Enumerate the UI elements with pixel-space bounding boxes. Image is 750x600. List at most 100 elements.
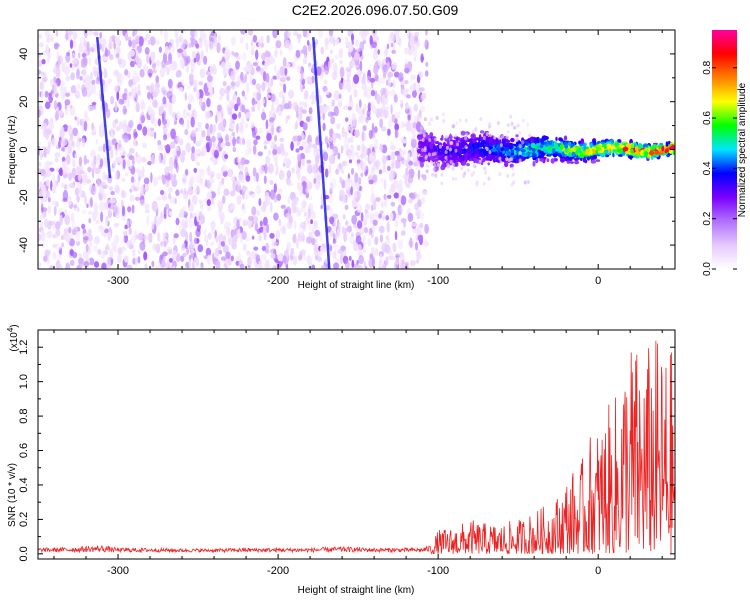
- noise-cell: [238, 174, 244, 179]
- noise-cell: [425, 169, 429, 174]
- noise-cell: [179, 138, 184, 146]
- noise-cell: [182, 108, 187, 119]
- noise-cell: [107, 231, 112, 241]
- noise-cell: [38, 33, 43, 40]
- noise-cell: [382, 163, 386, 173]
- noise-cell: [144, 263, 148, 269]
- noise-cell: [315, 38, 318, 45]
- noise-cell: [425, 61, 429, 67]
- y-scale-prefix: (x10: [9, 332, 20, 352]
- noise-cell: [487, 176, 491, 181]
- noise-cell: [211, 223, 216, 234]
- noise-cell: [218, 243, 222, 250]
- noise-cell: [471, 129, 475, 134]
- noise-cell: [76, 240, 81, 246]
- noise-cell: [283, 103, 290, 110]
- noise-cell: [168, 156, 174, 168]
- noise-cell: [220, 142, 226, 148]
- signal-cell: [597, 152, 604, 155]
- noise-cell: [207, 254, 211, 265]
- noise-cell: [203, 235, 209, 243]
- noise-cell: [362, 218, 368, 226]
- noise-cell: [313, 220, 318, 230]
- x-tick-label: -300: [107, 275, 129, 287]
- noise-cell: [203, 55, 208, 65]
- noise-cell: [44, 90, 49, 98]
- noise-cell: [269, 201, 273, 213]
- noise-cell: [493, 135, 497, 140]
- noise-cell: [506, 173, 510, 178]
- noise-cell: [46, 169, 52, 178]
- noise-cell: [354, 172, 359, 183]
- noise-cell: [87, 234, 93, 242]
- noise-cell: [60, 80, 65, 88]
- noise-cell: [315, 238, 318, 244]
- noise-cell: [62, 61, 67, 69]
- noise-cell: [236, 219, 240, 230]
- noise-cell: [47, 33, 53, 42]
- noise-cell: [388, 35, 392, 44]
- noise-cell: [255, 135, 261, 140]
- noise-cell: [261, 81, 266, 92]
- noise-cell: [333, 262, 340, 269]
- noise-cell: [354, 51, 360, 61]
- signal-cell: [574, 160, 580, 165]
- noise-cell: [401, 259, 405, 264]
- noise-cell: [165, 203, 170, 210]
- noise-cell: [240, 71, 244, 82]
- signal-cell: [532, 147, 536, 153]
- noise-cell: [242, 219, 249, 227]
- noise-cell: [301, 200, 307, 208]
- noise-cell: [287, 115, 291, 120]
- noise-cell: [207, 232, 212, 240]
- noise-cell: [184, 221, 188, 229]
- noise-cell: [135, 180, 141, 192]
- y-tick-label: -40: [18, 237, 30, 253]
- noise-cell: [190, 116, 195, 128]
- noise-cell: [407, 48, 413, 56]
- noise-cell: [83, 251, 89, 259]
- noise-cell: [464, 145, 468, 150]
- noise-cell: [304, 77, 309, 82]
- noise-cell: [428, 138, 432, 142]
- noise-cell: [320, 46, 325, 55]
- noise-cell: [405, 120, 411, 132]
- noise-cell: [76, 116, 80, 127]
- noise-cell: [180, 119, 185, 125]
- noise-cell: [147, 39, 151, 45]
- noise-cell: [426, 163, 429, 168]
- noise-cell: [330, 49, 333, 54]
- noise-cell: [404, 176, 408, 186]
- noise-cell: [482, 136, 486, 141]
- noise-cell: [448, 147, 452, 152]
- signal-cell: [568, 152, 572, 157]
- noise-cell: [216, 132, 222, 139]
- signal-cell: [505, 139, 511, 143]
- noise-cell: [404, 79, 409, 85]
- noise-cell: [305, 116, 311, 122]
- noise-cell: [117, 254, 122, 264]
- signal-cell: [510, 137, 515, 143]
- noise-cell: [371, 185, 374, 196]
- noise-cell: [404, 67, 410, 74]
- noise-cell: [295, 110, 299, 119]
- noise-cell: [336, 123, 341, 130]
- noise-cell: [318, 30, 323, 38]
- noise-cell: [394, 219, 399, 227]
- noise-cell: [527, 180, 530, 184]
- noise-cell: [87, 30, 94, 36]
- noise-cell: [189, 212, 193, 219]
- noise-cell: [173, 173, 177, 179]
- noise-cell: [347, 30, 352, 37]
- noise-cell: [154, 81, 160, 90]
- noise-cell: [420, 56, 425, 62]
- noise-cell: [360, 172, 364, 177]
- noise-cell: [350, 232, 354, 237]
- noise-cell: [190, 243, 196, 248]
- noise-cell: [146, 53, 150, 64]
- noise-cell: [158, 106, 164, 115]
- noise-cell: [209, 179, 215, 184]
- noise-cell: [175, 146, 180, 151]
- noise-cell: [259, 220, 263, 227]
- noise-cell: [172, 149, 177, 158]
